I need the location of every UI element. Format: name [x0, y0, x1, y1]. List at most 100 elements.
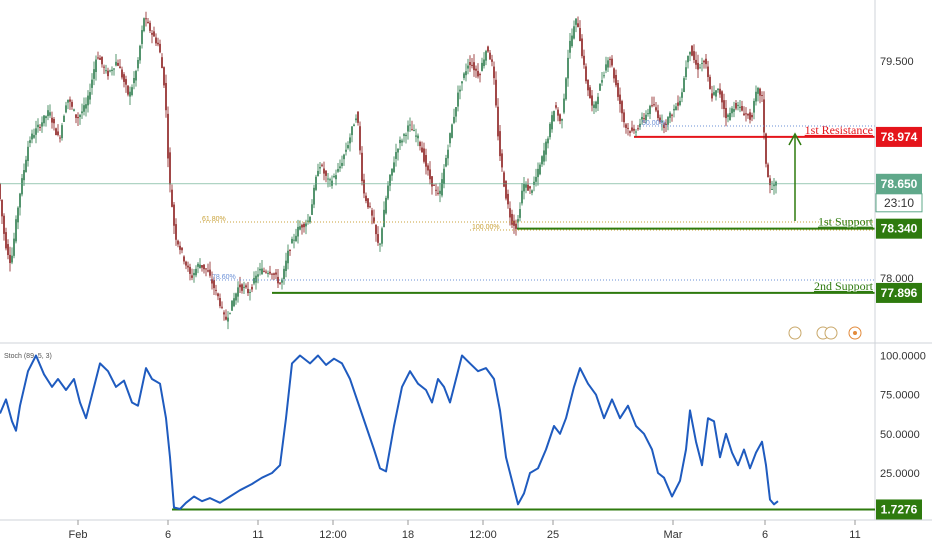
stochastic-value: 1.7276	[881, 502, 918, 516]
candle-body	[357, 111, 359, 123]
candle-body	[703, 60, 705, 63]
price-panel[interactable]: 50.00% 61.80% 100.00% 78.60% 1st Resistance…	[0, 11, 875, 340]
candle-body	[347, 145, 349, 149]
stochastic-tick-label: 25.0000	[880, 468, 920, 480]
fib-label: 50.00%	[642, 120, 666, 127]
candle-body	[141, 30, 143, 44]
candle-body	[467, 65, 469, 69]
level-badge	[876, 282, 922, 303]
time-tick-label: 11	[849, 529, 860, 541]
candle-body	[89, 92, 91, 100]
candle-body	[573, 26, 575, 39]
candle-body	[619, 94, 621, 105]
stochastic-panel[interactable]: Stoch (89, 5, 3) 100.0000 75.0000 50.0000 2…	[0, 351, 926, 520]
candle-body	[359, 126, 361, 151]
level-badge	[876, 126, 922, 147]
candle-body	[629, 131, 631, 133]
candle-body	[623, 112, 625, 123]
candle-body	[271, 273, 273, 275]
candle-body	[255, 275, 257, 283]
candle-body	[383, 209, 385, 228]
candle-body	[685, 67, 687, 78]
candle-body	[341, 162, 343, 166]
candle-body	[751, 114, 753, 118]
time-axis[interactable]: Feb 6 11 12:00 18 12:00 25 Mar 6 11	[0, 519, 932, 541]
candle-body	[551, 115, 553, 130]
candle-body	[597, 96, 599, 105]
candle-body	[417, 135, 419, 139]
candle-body	[325, 170, 327, 176]
candle-body	[587, 79, 589, 91]
event-icons[interactable]	[788, 326, 862, 340]
last-price-badge	[876, 173, 922, 194]
candle-body	[241, 284, 243, 291]
candle-body	[125, 79, 127, 85]
candle-body	[535, 176, 537, 182]
candle-body	[643, 118, 645, 120]
candle-body	[303, 223, 305, 228]
candle-body	[579, 27, 581, 42]
candle-body	[263, 270, 265, 272]
candle-body	[261, 268, 263, 274]
flag-icon[interactable]	[788, 326, 802, 340]
event-icon[interactable]	[824, 326, 838, 340]
candle-body	[183, 256, 185, 262]
candle-body	[353, 124, 355, 127]
candle-body	[165, 82, 167, 111]
candle-body	[621, 101, 623, 114]
candle-body	[23, 170, 25, 181]
price-axis[interactable]: 79.500 78.000 78.974 78.340 77.896 78.650 23:…	[874, 0, 923, 520]
candle-body	[517, 219, 519, 223]
candle-body	[727, 114, 729, 117]
candle-body	[595, 101, 597, 109]
candle-body	[447, 149, 449, 159]
candle-body	[37, 124, 39, 128]
level-label: 1st Support	[818, 215, 874, 229]
candle-body	[293, 239, 295, 241]
candle-body	[695, 59, 697, 65]
candle-body	[55, 128, 57, 136]
candle-body	[737, 104, 739, 106]
candle-body	[729, 112, 731, 121]
candle-body	[129, 91, 131, 97]
candle-body	[607, 60, 609, 68]
candle-body	[461, 81, 463, 84]
candle-body	[679, 100, 681, 105]
candle-body	[531, 190, 533, 193]
candle-body	[51, 117, 53, 123]
candle-body	[773, 184, 775, 187]
candle-body	[235, 293, 237, 301]
price-tick-label: 78.000	[880, 273, 914, 285]
candle-body	[385, 197, 387, 214]
candle-body	[345, 149, 347, 152]
candle-body	[25, 159, 27, 172]
level-lines	[272, 135, 875, 294]
fib-label: 61.80%	[202, 216, 226, 223]
level-label: 2nd Support	[814, 279, 874, 293]
candle-body	[181, 247, 183, 251]
candle-body	[433, 184, 435, 186]
candle-body	[533, 181, 535, 185]
candle-body	[459, 89, 461, 92]
candle-body	[305, 223, 307, 227]
candle-body	[569, 40, 571, 53]
candle-body	[449, 133, 451, 144]
candle-body	[605, 64, 607, 71]
candle-body	[475, 68, 477, 71]
candle-body	[669, 112, 671, 118]
candle-body	[73, 109, 75, 111]
candle-body	[257, 274, 259, 277]
level-badge-value: 77.896	[881, 286, 918, 300]
candle-body	[283, 268, 285, 280]
time-tick-label: Feb	[69, 529, 88, 541]
candle-body	[497, 106, 499, 137]
candle-body	[487, 46, 489, 52]
candle-body	[43, 115, 45, 124]
candle-body	[585, 66, 587, 82]
candle-body	[97, 57, 99, 59]
candle-body	[645, 114, 647, 121]
candle-body	[425, 155, 427, 167]
candle-body	[307, 220, 309, 222]
candle-body	[541, 156, 543, 165]
candle-body	[651, 105, 653, 107]
